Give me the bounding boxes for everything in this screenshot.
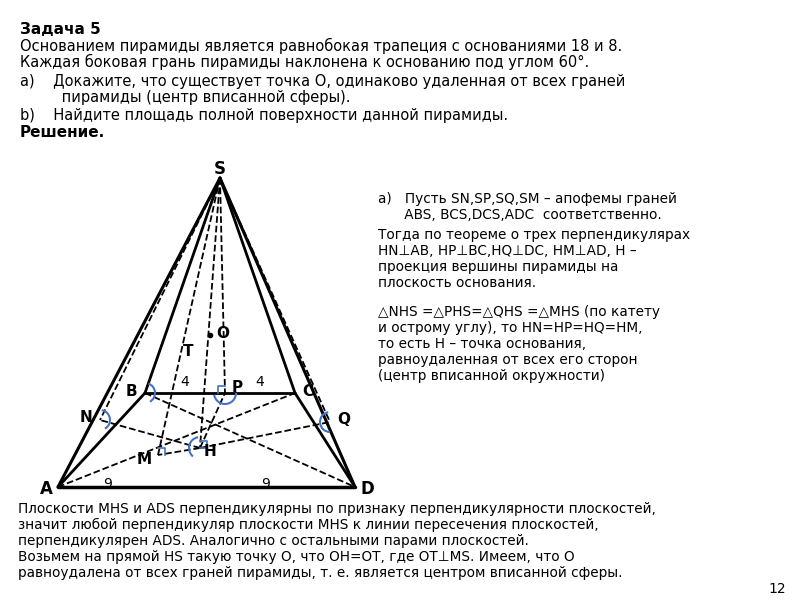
Text: Плоскости MHS и ADS перпендикулярны по признаку перпендикулярности плоскостей,: Плоскости MHS и ADS перпендикулярны по п… [18,502,656,516]
Text: 9: 9 [103,477,113,491]
Text: 12: 12 [768,582,786,596]
Text: △NHS =△PHS=△QHS =△MHS (по катету: △NHS =△PHS=△QHS =△MHS (по катету [378,305,660,319]
Text: 4: 4 [181,375,190,389]
Text: C: C [302,383,314,398]
Text: A: A [39,480,53,498]
Text: S: S [214,160,226,178]
Text: проекция вершины пирамиды на: проекция вершины пирамиды на [378,260,618,274]
Text: O: O [217,326,230,341]
Text: Тогда по теореме о трех перпендикулярах: Тогда по теореме о трех перпендикулярах [378,228,690,242]
Text: T: T [182,343,194,358]
Text: P: P [231,379,242,395]
Text: a)    Докажите, что существует точка O, одинаково удаленная от всех граней: a) Докажите, что существует точка O, оди… [20,74,626,89]
Text: Задача 5: Задача 5 [20,22,101,37]
Text: 9: 9 [262,477,270,491]
Text: Q: Q [338,413,350,427]
Text: перпендикулярен ADS. Аналогично с остальными парами плоскостей.: перпендикулярен ADS. Аналогично с осталь… [18,534,529,548]
Text: Каждая боковая грань пирамиды наклонена к основанию под углом 60°.: Каждая боковая грань пирамиды наклонена … [20,54,590,70]
Text: HN⊥AB, HP⊥BC,HQ⊥DC, HM⊥AD, H –: HN⊥AB, HP⊥BC,HQ⊥DC, HM⊥AD, H – [378,244,637,258]
Text: Основанием пирамиды является равнобокая трапеция с основаниями 18 и 8.: Основанием пирамиды является равнобокая … [20,38,622,54]
Text: M: M [137,452,151,467]
Text: равноудалена от всех граней пирамиды, т. е. является центром вписанной сферы.: равноудалена от всех граней пирамиды, т.… [18,566,622,580]
Text: D: D [360,480,374,498]
Text: a)   Пусть SN,SP,SQ,SM – апофемы граней: a) Пусть SN,SP,SQ,SM – апофемы граней [378,192,677,206]
Text: ABS, BCS,DCS,ADC  соответственно.: ABS, BCS,DCS,ADC соответственно. [378,208,662,222]
Text: равноудаленная от всех его сторон: равноудаленная от всех его сторон [378,353,638,367]
Text: H: H [204,445,216,460]
Text: B: B [125,383,137,398]
Text: b)    Найдите площадь полной поверхности данной пирамиды.: b) Найдите площадь полной поверхности да… [20,108,508,123]
Text: (центр вписанной окружности): (центр вписанной окружности) [378,369,605,383]
Text: то есть H – точка основания,: то есть H – точка основания, [378,337,586,351]
Text: плоскость основания.: плоскость основания. [378,276,536,290]
Text: и острому углу), то HN=HP=HQ=HM,: и острому углу), то HN=HP=HQ=HM, [378,321,642,335]
Text: Решение.: Решение. [20,125,106,140]
Text: N: N [80,410,92,425]
Text: Возьмем на прямой HS такую точку O, что OH=OT, где OT⊥MS. Имеем, что O: Возьмем на прямой HS такую точку O, что … [18,550,574,564]
Text: 4: 4 [256,375,264,389]
Text: значит любой перпендикуляр плоскости MHS к линии пересечения плоскостей,: значит любой перпендикуляр плоскости MHS… [18,518,598,532]
Text: пирамиды (центр вписанной сферы).: пирамиды (центр вписанной сферы). [20,90,350,105]
